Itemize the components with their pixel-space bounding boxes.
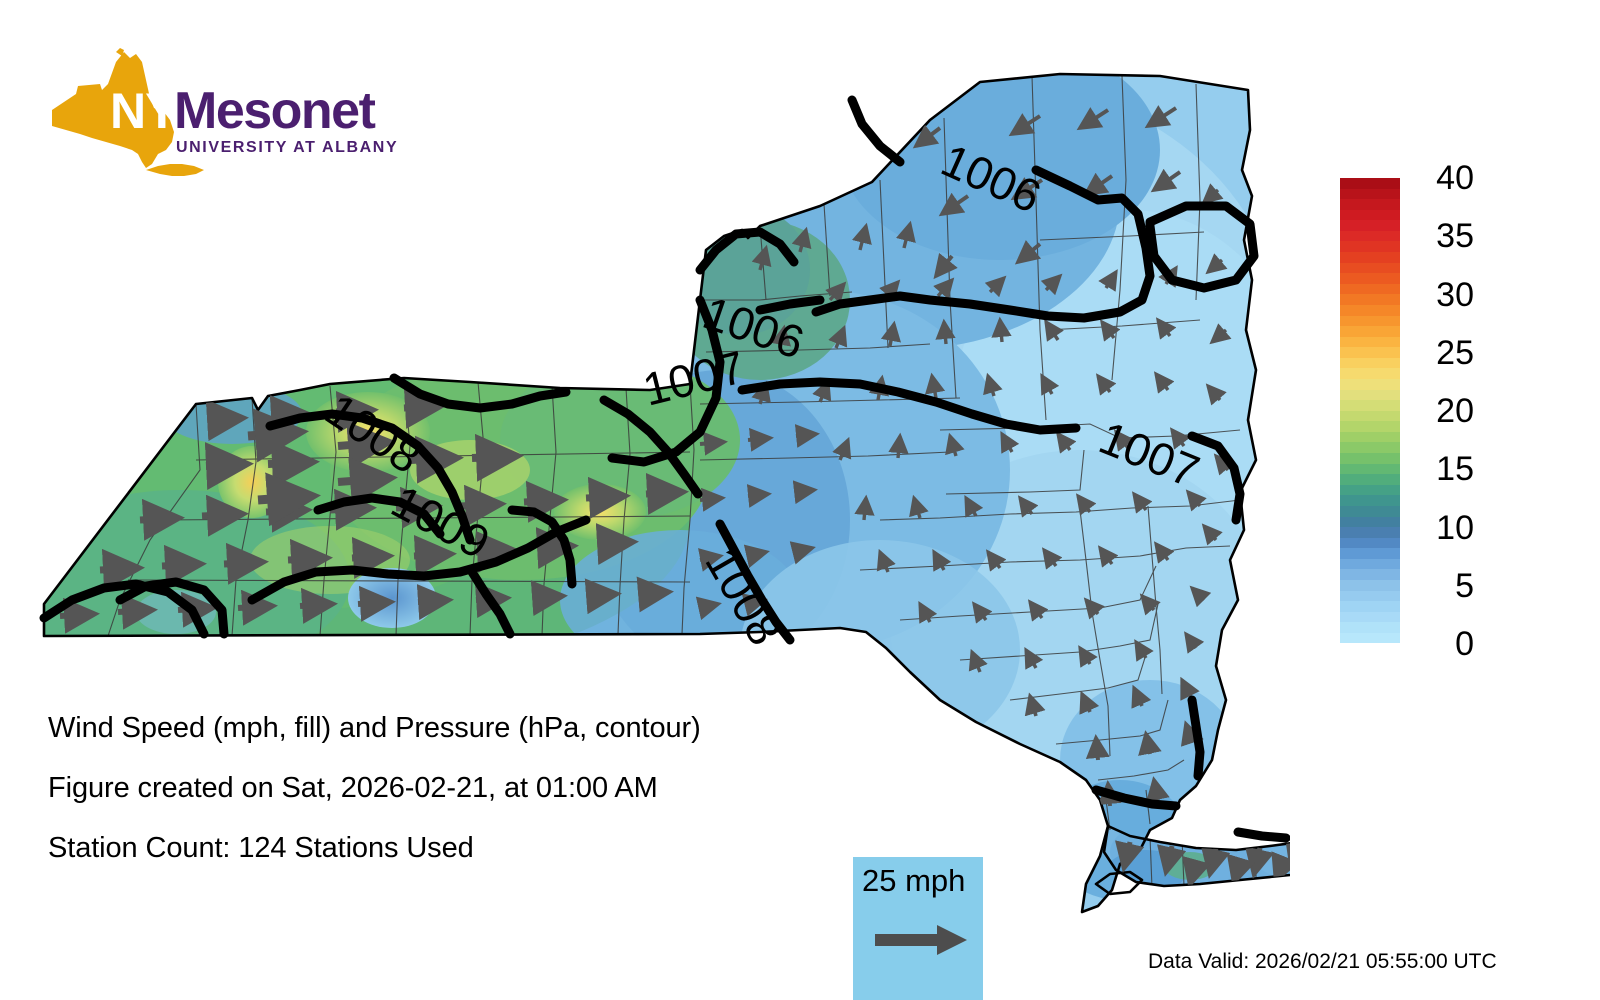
- colorbar-band: [1340, 241, 1400, 253]
- long-island-wind-vectors: [1115, 840, 1290, 886]
- wind-reference-vector-key: 25 mph: [853, 857, 983, 1000]
- colorbar-band: [1340, 495, 1400, 506]
- colorbar-tick-labels: 40 35 30 25 20 15 10 5 0: [1414, 157, 1534, 665]
- colorbar-tick-20: 20: [1436, 392, 1474, 430]
- colorbar-band: [1340, 188, 1400, 200]
- colorbar-band: [1340, 632, 1400, 644]
- colorbar-tick-0: 0: [1455, 625, 1474, 663]
- nys-mesonet-logo: NYS Mesonet UNIVERSITY AT ALBANY: [46, 46, 406, 186]
- colorbar-band: [1340, 537, 1400, 549]
- colorbar-band: [1340, 611, 1400, 623]
- pressure-contours: [39, 95, 1290, 843]
- colorbar-band: [1340, 410, 1400, 422]
- data-valid-timestamp: Data Valid: 2026/02/21 05:55:00 UTC: [1148, 950, 1497, 973]
- colorbar-tick-35: 35: [1436, 217, 1474, 256]
- colorbar-gradient: [1340, 178, 1400, 644]
- colorbar-band: [1340, 315, 1400, 327]
- colorbar-tick-25: 25: [1436, 333, 1474, 372]
- colorbar-band: [1340, 484, 1400, 496]
- colorbar-band: [1340, 389, 1400, 401]
- caption-line-title: Wind Speed (mph, fill) and Pressure (hPa…: [48, 712, 701, 744]
- colorbar-tick-5: 5: [1455, 566, 1474, 605]
- colorbar-band: [1340, 368, 1400, 379]
- colorbar-band: [1340, 579, 1400, 591]
- logo-nys-text: NYS: [110, 83, 210, 139]
- colorbar-band: [1340, 283, 1400, 295]
- colorbar-band: [1340, 400, 1400, 411]
- ny-state-silhouette-icon: [52, 48, 204, 176]
- colorbar-band: [1340, 304, 1400, 316]
- caption-line-created: Figure created on Sat, 2026-02-21, at 01…: [48, 772, 658, 804]
- colorbar-band: [1340, 209, 1400, 221]
- wind-key-label: 25 mph: [862, 863, 966, 898]
- colorbar-band: [1340, 548, 1400, 559]
- colorbar-band: [1340, 220, 1400, 231]
- colorbar-band: [1340, 431, 1400, 443]
- wind-vector-field: [59, 105, 1235, 807]
- colorbar-band: [1340, 442, 1400, 454]
- colorbar-band: [1340, 230, 1400, 242]
- logo-subtitle: UNIVERSITY AT ALBANY: [176, 139, 398, 156]
- wind-key-arrow-icon: [875, 925, 967, 955]
- colorbar-tick-40: 40: [1436, 159, 1474, 197]
- colorbar-band: [1340, 378, 1400, 390]
- colorbar-tick-30: 30: [1436, 275, 1474, 314]
- colorbar-band: [1340, 199, 1400, 210]
- colorbar-band: [1340, 505, 1400, 517]
- colorbar-band: [1340, 262, 1400, 274]
- weather-map: 1006 1006 1007 1007 1008 1008 1009: [39, 72, 1290, 914]
- colorbar-band: [1340, 347, 1400, 358]
- colorbar-band: [1340, 558, 1400, 570]
- wind-speed-colorbar: 40 35 30 25 20 15 10 5 0: [1340, 159, 1474, 663]
- colorbar-band: [1340, 326, 1400, 337]
- colorbar-band: [1340, 590, 1400, 602]
- colorbar-band: [1340, 622, 1400, 633]
- colorbar-band: [1340, 463, 1400, 475]
- logo-mesonet-text: Mesonet: [174, 82, 376, 140]
- state-outline: [42, 72, 1290, 914]
- colorbar-band: [1340, 453, 1400, 464]
- colorbar-band: [1340, 516, 1400, 528]
- colorbar-band: [1340, 357, 1400, 369]
- colorbar-tick-10: 10: [1436, 508, 1474, 547]
- caption-line-station-count: Station Count: 124 Stations Used: [48, 832, 474, 864]
- colorbar-band: [1340, 474, 1400, 485]
- colorbar-band: [1340, 178, 1400, 189]
- colorbar-tick-15: 15: [1436, 450, 1474, 489]
- colorbar-band: [1340, 527, 1400, 538]
- figure-caption: Wind Speed (mph, fill) and Pressure (hPa…: [48, 714, 838, 894]
- colorbar-band: [1340, 336, 1400, 348]
- colorbar-band: [1340, 294, 1400, 305]
- colorbar-band: [1340, 569, 1400, 580]
- colorbar-band: [1340, 601, 1400, 612]
- colorbar-band: [1340, 273, 1400, 284]
- colorbar-band: [1340, 421, 1400, 432]
- colorbar-band: [1340, 252, 1400, 263]
